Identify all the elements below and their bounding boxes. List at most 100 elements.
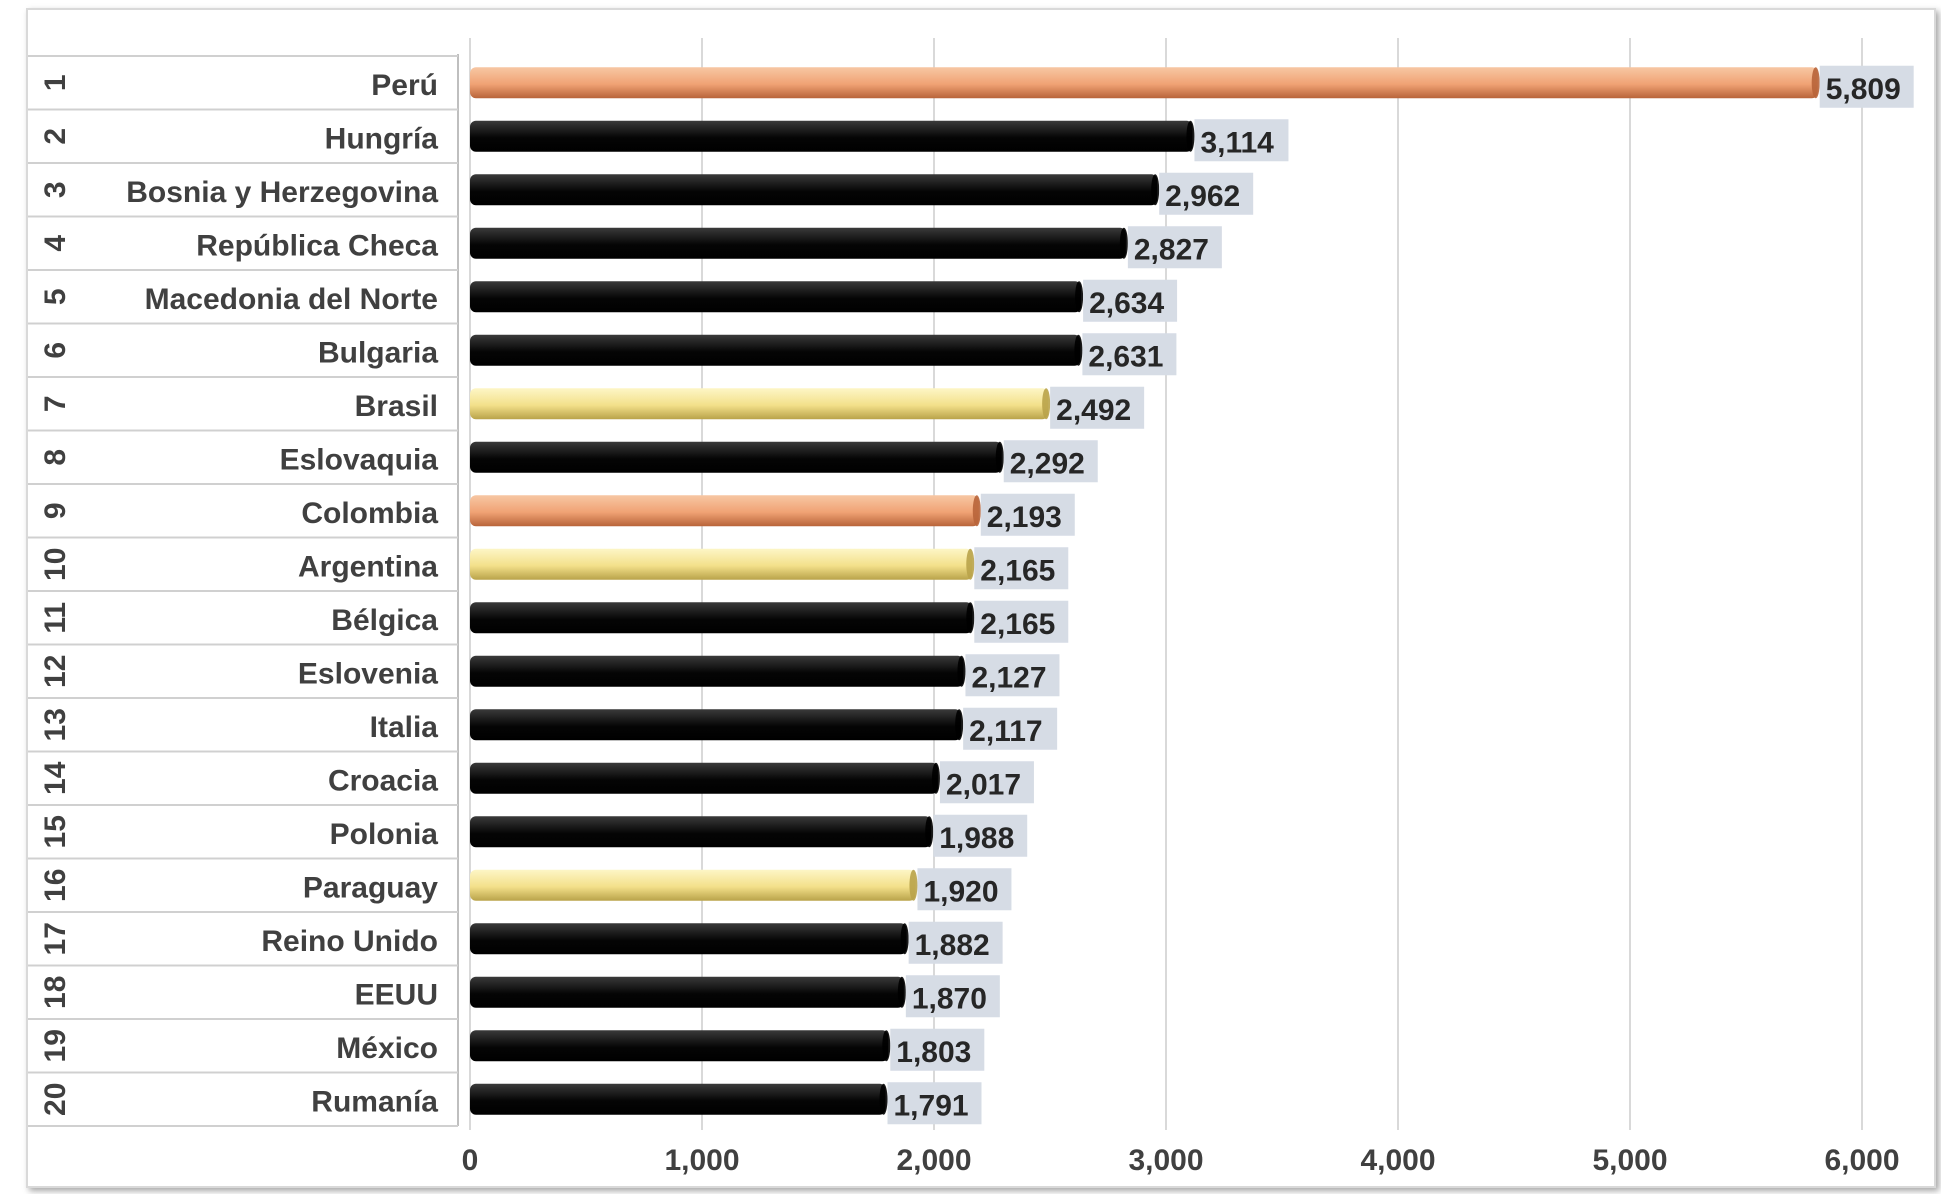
bar-end-cap xyxy=(897,976,906,1008)
category-label: Reino Unido xyxy=(261,925,438,958)
category-label: Bulgaria xyxy=(318,336,438,369)
bar-end-cap xyxy=(995,441,1004,473)
data-label-background xyxy=(963,707,1058,750)
bar xyxy=(470,869,916,901)
data-label: 2,127 xyxy=(971,661,1046,694)
data-label-background xyxy=(1159,172,1254,215)
data-label-background xyxy=(1194,119,1289,162)
data-label: 2,165 xyxy=(980,608,1055,641)
data-label-background xyxy=(974,547,1069,590)
data-label: 2,634 xyxy=(1089,287,1164,320)
bar-end-cap xyxy=(1119,227,1128,259)
category-label: Macedonia del Norte xyxy=(145,283,438,316)
data-label: 2,962 xyxy=(1165,180,1240,213)
data-label-background xyxy=(980,493,1075,536)
x-tick-label: 5,000 xyxy=(1592,1144,1667,1177)
bar xyxy=(470,174,1158,206)
data-label: 1,988 xyxy=(939,822,1014,855)
bar xyxy=(470,441,1002,473)
data-label: 5,809 xyxy=(1826,73,1901,106)
x-tick-label: 1,000 xyxy=(664,1144,739,1177)
chart-frame: 0 1,000 2,000 3,000 4,000 5,000 6,000 1 Perú 5,80… xyxy=(26,8,1936,1188)
bar-end-cap xyxy=(972,495,981,527)
bar-end-cap xyxy=(900,923,909,955)
bar xyxy=(470,495,979,527)
bar-end-cap xyxy=(1042,388,1051,420)
data-label-background xyxy=(939,761,1034,804)
rank-label: 17 xyxy=(39,922,72,955)
category-label: Paraguay xyxy=(303,871,438,904)
bar-end-cap xyxy=(925,816,934,848)
rank-label: 15 xyxy=(39,815,72,848)
data-label-background xyxy=(905,975,1000,1018)
rank-label: 2 xyxy=(39,128,72,145)
data-label-background xyxy=(1003,440,1098,483)
category-label: México xyxy=(336,1032,438,1065)
rank-label: 6 xyxy=(39,342,72,359)
category-label: Argentina xyxy=(298,550,438,583)
data-label: 2,292 xyxy=(1010,447,1085,480)
bar-end-cap xyxy=(1074,334,1083,366)
bar xyxy=(470,709,962,741)
data-label-background xyxy=(890,1028,985,1071)
category-label: Perú xyxy=(371,69,438,102)
x-tick-label: 4,000 xyxy=(1360,1144,1435,1177)
rank-label: 7 xyxy=(39,395,72,412)
bar-end-cap xyxy=(882,1030,891,1062)
category-label: Eslovaquia xyxy=(280,443,439,476)
data-label-background xyxy=(974,600,1069,643)
rank-label: 13 xyxy=(39,708,72,741)
bar xyxy=(470,816,932,848)
category-label: EEUU xyxy=(355,978,438,1011)
x-tick-label: 0 xyxy=(462,1144,479,1177)
bar xyxy=(470,334,1081,366)
bar xyxy=(470,602,973,634)
bar xyxy=(470,976,904,1008)
rank-label: 11 xyxy=(39,602,72,634)
data-label: 1,803 xyxy=(896,1036,971,1069)
x-tick-label: 6,000 xyxy=(1824,1144,1899,1177)
category-label: Bosnia y Herzegovina xyxy=(126,176,438,209)
rank-label: 4 xyxy=(39,235,72,252)
bar xyxy=(470,388,1049,420)
data-label-background xyxy=(908,921,1003,964)
bar xyxy=(470,120,1193,152)
bar xyxy=(470,1083,886,1115)
category-label: Rumanía xyxy=(311,1085,438,1118)
data-label-background xyxy=(1083,279,1178,322)
bar-end-cap xyxy=(931,762,940,794)
bar xyxy=(470,1030,889,1062)
rank-label: 16 xyxy=(39,869,72,902)
bar xyxy=(470,227,1126,259)
data-label-background xyxy=(1082,333,1177,376)
data-label: 2,117 xyxy=(969,715,1042,748)
bar-end-cap xyxy=(966,602,975,634)
rank-label: 3 xyxy=(39,181,72,198)
bar-end-cap xyxy=(909,869,918,901)
data-label: 2,492 xyxy=(1056,394,1131,427)
data-label-background xyxy=(965,654,1060,697)
rank-label: 8 xyxy=(39,449,72,466)
rank-label: 18 xyxy=(39,976,72,1009)
bar xyxy=(470,67,1818,99)
rank-label: 5 xyxy=(39,288,72,305)
rank-label: 14 xyxy=(39,761,72,795)
data-label: 1,920 xyxy=(923,875,998,908)
data-label: 2,631 xyxy=(1088,340,1163,373)
data-label: 1,791 xyxy=(894,1089,969,1122)
data-label-background xyxy=(1819,65,1914,108)
data-label: 3,114 xyxy=(1200,126,1274,159)
rank-label: 19 xyxy=(39,1029,72,1062)
data-label-background xyxy=(887,1082,982,1125)
data-label-background xyxy=(933,814,1028,857)
rank-label: 12 xyxy=(39,655,72,688)
bar xyxy=(470,548,973,580)
x-tick-label: 3,000 xyxy=(1128,1144,1203,1177)
x-tick-label: 2,000 xyxy=(896,1144,971,1177)
bar-end-cap xyxy=(955,709,964,741)
rank-label: 10 xyxy=(39,548,72,581)
data-label: 2,017 xyxy=(946,768,1021,801)
bar xyxy=(470,655,964,687)
bar-end-cap xyxy=(957,655,966,687)
bar-end-cap xyxy=(1075,281,1084,313)
